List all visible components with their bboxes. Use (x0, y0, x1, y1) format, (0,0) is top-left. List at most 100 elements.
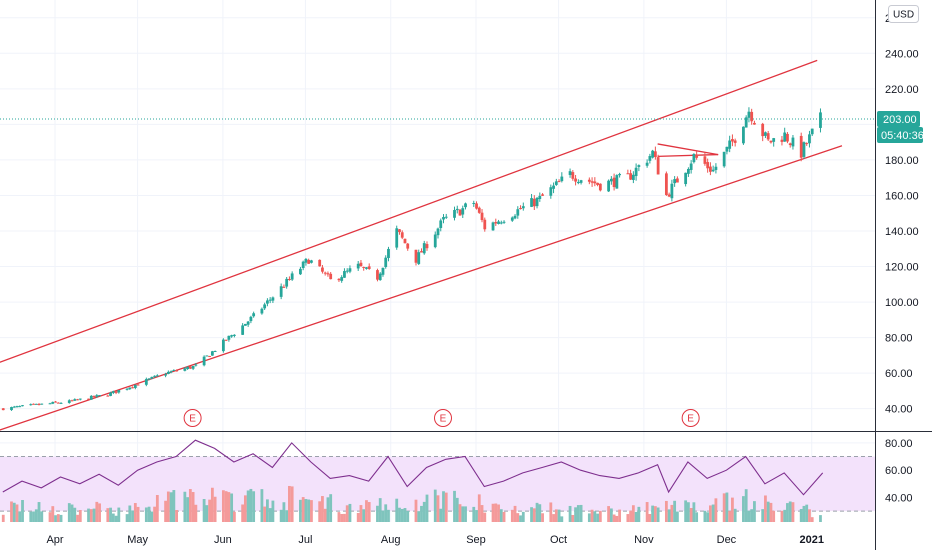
volume-bar[interactable] (54, 515, 57, 522)
volume-bar[interactable] (205, 505, 209, 522)
volume-bar[interactable] (114, 515, 118, 522)
volume-bars[interactable] (1, 485, 822, 522)
volume-bar[interactable] (356, 512, 360, 522)
candle[interactable] (111, 390, 115, 395)
rsi-line[interactable] (2, 439, 824, 496)
candle[interactable] (689, 160, 693, 174)
volume-bar[interactable] (307, 499, 311, 522)
volume-bar[interactable] (304, 499, 308, 522)
candle[interactable] (664, 171, 668, 196)
volume-bar[interactable] (21, 500, 24, 522)
volume-bar[interactable] (711, 504, 715, 522)
volume-bar[interactable] (422, 501, 426, 522)
candle[interactable] (499, 220, 503, 225)
volume-bar[interactable] (268, 508, 272, 522)
volume-bar[interactable] (618, 509, 622, 522)
candle[interactable] (359, 260, 363, 267)
volume-bar[interactable] (263, 506, 267, 522)
volume-bar[interactable] (403, 508, 407, 522)
volume-bar[interactable] (695, 512, 699, 522)
candle[interactable] (266, 298, 269, 307)
candle[interactable] (769, 140, 773, 144)
candle[interactable] (117, 390, 121, 394)
volume-bar[interactable] (230, 493, 234, 522)
volume-bar[interactable] (626, 514, 630, 522)
candle[interactable] (400, 230, 404, 240)
volume-bar[interactable] (769, 502, 773, 522)
candle[interactable] (786, 132, 789, 144)
candle[interactable] (194, 363, 198, 367)
candle[interactable] (98, 395, 101, 397)
volume-bar[interactable] (684, 500, 688, 522)
candle[interactable] (598, 183, 602, 192)
candle[interactable] (260, 307, 264, 315)
volume-bar[interactable] (656, 507, 660, 522)
volume-bar[interactable] (183, 491, 187, 522)
volume-bar[interactable] (549, 502, 553, 522)
candle[interactable] (263, 302, 267, 310)
volume-bar[interactable] (299, 499, 302, 522)
volume-bar[interactable] (706, 512, 710, 522)
candle[interactable] (684, 172, 688, 187)
candle[interactable] (202, 355, 206, 367)
candle[interactable] (554, 178, 558, 186)
candle[interactable] (51, 401, 55, 405)
volume-bar[interactable] (670, 504, 674, 522)
volume-bar[interactable] (232, 511, 236, 522)
candle[interactable] (343, 268, 346, 278)
candle[interactable] (453, 206, 456, 221)
volume-bar[interactable] (279, 509, 283, 522)
volume-bar[interactable] (191, 492, 195, 522)
volume-bar[interactable] (106, 508, 110, 522)
candle[interactable] (560, 172, 564, 183)
volume-bar[interactable] (37, 502, 41, 522)
candle[interactable] (318, 259, 322, 267)
candle[interactable] (299, 266, 302, 275)
candle[interactable] (241, 323, 245, 336)
volume-bar[interactable] (464, 506, 467, 522)
candle[interactable] (89, 395, 93, 400)
candle[interactable] (711, 165, 715, 173)
candle[interactable] (442, 214, 445, 224)
volume-bar[interactable] (381, 510, 385, 522)
candle[interactable] (725, 146, 729, 155)
volume-bar[interactable] (442, 491, 445, 522)
volume-bar[interactable] (365, 500, 368, 522)
candle[interactable] (301, 260, 305, 271)
volume-bar[interactable] (98, 503, 101, 522)
volume-bar[interactable] (571, 514, 575, 522)
candle[interactable] (651, 149, 655, 159)
volume-bar[interactable] (764, 495, 767, 522)
candle[interactable] (307, 258, 311, 264)
countdown-tag[interactable]: 05:40:36 (877, 127, 924, 144)
candle[interactable] (279, 283, 283, 300)
indicator-axis[interactable]: 40.00 60.00 80.00 (885, 438, 913, 505)
candle[interactable] (593, 177, 597, 187)
candle[interactable] (783, 127, 787, 142)
candle[interactable] (626, 169, 630, 175)
volume-bar[interactable] (32, 511, 35, 522)
volume-bar[interactable] (387, 509, 390, 522)
candle[interactable] (552, 182, 555, 194)
candle[interactable] (780, 135, 784, 146)
candle[interactable] (433, 231, 437, 249)
candle[interactable] (464, 202, 467, 210)
candle[interactable] (502, 220, 506, 224)
volume-bar[interactable] (398, 507, 401, 522)
volume-bar[interactable] (607, 506, 610, 522)
volume-bar[interactable] (714, 498, 718, 522)
price-axis[interactable]: 40.00 60.00 80.00 100.00 120.00 140.00 160.00 1… (877, 13, 924, 416)
volume-bar[interactable] (494, 503, 498, 522)
volume-bar[interactable] (557, 509, 561, 522)
candle[interactable] (538, 192, 542, 202)
volume-bar[interactable] (538, 504, 542, 522)
volume-bar[interactable] (202, 498, 206, 522)
candle[interactable] (414, 249, 418, 266)
volume-bar[interactable] (568, 505, 572, 522)
volume-bar[interactable] (150, 511, 154, 522)
volume-bar[interactable] (689, 507, 693, 522)
candle[interactable] (645, 159, 649, 168)
candle[interactable] (607, 179, 610, 192)
candle[interactable] (213, 350, 217, 353)
candle[interactable] (673, 176, 677, 187)
